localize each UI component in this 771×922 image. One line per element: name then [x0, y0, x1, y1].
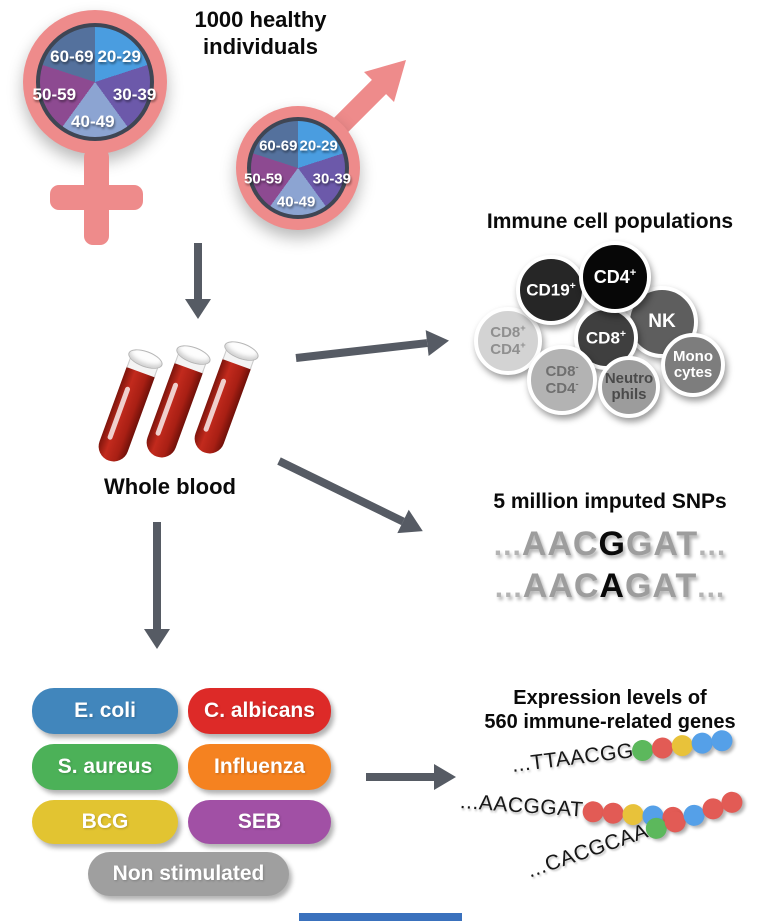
- expression-dot: [670, 733, 695, 757]
- age-label: 50-59: [244, 170, 283, 188]
- stimulus-bcg: BCG: [32, 800, 178, 844]
- gene-sequence-text: ...TTAACGG: [510, 739, 635, 777]
- female-age-pie: 20-29 30-39 40-49 50-59 60-69: [32, 23, 157, 141]
- arrow-to-expression-icon: [366, 764, 458, 790]
- snp-variant-letter: A: [599, 567, 625, 605]
- arrow-down-to-blood-icon: [185, 243, 211, 319]
- female-symbol-crossbar: [50, 185, 143, 210]
- expression-dot: [651, 735, 675, 760]
- cell-neutrophils: Neutro phils: [598, 356, 660, 418]
- male-symbol-arrow-icon: [332, 60, 406, 134]
- gene-sequence-text: ...AACGGAT: [459, 790, 585, 822]
- snp-sequences: ...AACGGAT... ...AACAGAT...: [450, 524, 770, 608]
- age-label: 40-49: [71, 111, 115, 131]
- cell-cd8neg-cd4neg: CD8- CD4-: [527, 345, 597, 415]
- gene-sequence-row: ...TTAACGG: [511, 727, 735, 778]
- snp-variant-letter: G: [598, 525, 626, 563]
- age-label: 50-59: [32, 85, 77, 105]
- age-label: 60-69: [50, 46, 94, 66]
- whole-blood-label: Whole blood: [104, 474, 236, 499]
- age-label: 30-39: [312, 170, 352, 188]
- age-label: 60-69: [259, 137, 298, 155]
- age-label: 20-29: [299, 137, 338, 155]
- cell-monocytes: Mono cytes: [661, 333, 725, 397]
- cohort-title: 1000 healthy individuals: [148, 6, 373, 60]
- expression-dot: [710, 728, 735, 752]
- gene-sequence-text: ...CACGCAA: [524, 819, 652, 883]
- age-label: 30-39: [112, 85, 157, 105]
- stimulus-non-stimulated: Non stimulated: [88, 852, 289, 896]
- immune-title: Immune cell populations: [486, 210, 734, 233]
- arrow-to-snps-icon: [273, 449, 430, 543]
- expression-dot: [581, 800, 605, 823]
- arrow-to-immune-cells-icon: [295, 327, 453, 370]
- snp-sequence-line: ...AACGGAT...: [493, 525, 727, 563]
- cohort-title-line1: 1000 healthy: [194, 7, 327, 32]
- scrollbar-thumb[interactable]: [299, 913, 462, 921]
- cell-cd4: CD4+: [579, 241, 651, 313]
- expression-dot: [601, 801, 624, 824]
- stimulus-calbicans: C. albicans: [188, 688, 331, 734]
- male-age-pie: 20-29 30-39 40-49 50-59 60-69: [244, 117, 352, 219]
- expression-dot: [631, 738, 655, 762]
- age-label: 20-29: [97, 46, 141, 66]
- age-label: 40-49: [276, 193, 316, 211]
- cell-cd19: CD19+: [516, 255, 586, 325]
- expression-dot: [690, 730, 715, 755]
- stimulus-influenza: Influenza: [188, 744, 331, 790]
- stimulus-saureus: S. aureus: [32, 744, 178, 790]
- stimulus-seb: SEB: [188, 800, 331, 844]
- snps-title: 5 million imputed SNPs: [493, 490, 727, 513]
- stimulus-ecoli: E. coli: [32, 688, 178, 734]
- arrow-down-to-stimuli-icon: [144, 522, 170, 649]
- cohort-title-line2: individuals: [203, 34, 318, 59]
- expression-title: Expression levels of 560 immune-related …: [484, 687, 736, 733]
- snp-sequence-line: ...AACAGAT...: [494, 567, 726, 605]
